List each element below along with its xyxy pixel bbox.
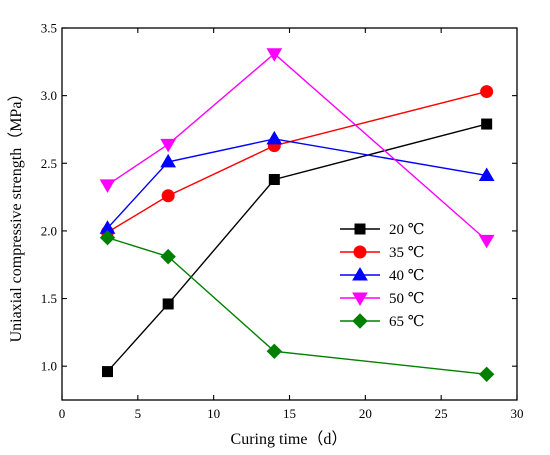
data-point xyxy=(268,174,280,186)
data-point xyxy=(160,138,177,153)
x-tick-label: 20 xyxy=(359,406,372,421)
series-line xyxy=(107,237,487,375)
legend-marker xyxy=(354,223,366,235)
data-point xyxy=(478,167,495,181)
data-point xyxy=(478,366,495,383)
y-tick-label: 2.5 xyxy=(41,156,57,171)
series-line xyxy=(106,138,487,229)
y-tick-label: 1.0 xyxy=(41,359,57,374)
legend-item: 40 ℃ xyxy=(340,267,425,284)
ticks: 0 5 10 15 20 25 30 1.0 1.5 2.0 2.5 3.0 3.5 xyxy=(41,21,524,422)
data-point xyxy=(266,48,283,62)
data-point xyxy=(478,234,495,249)
legend-label: 20 ℃ xyxy=(389,222,425,238)
data-point xyxy=(480,85,494,99)
series-1 xyxy=(101,85,494,239)
data-point xyxy=(99,229,116,246)
legend-item: 50 ℃ xyxy=(340,291,425,307)
series-3 xyxy=(99,48,495,249)
plot-frame xyxy=(61,27,518,401)
data-point xyxy=(99,179,116,193)
x-tick-label: 5 xyxy=(135,406,142,421)
series-line xyxy=(107,52,488,241)
y-tick-label: 3.0 xyxy=(41,88,57,103)
data-point xyxy=(161,189,175,203)
data-point xyxy=(160,248,176,265)
data-point xyxy=(481,118,493,130)
legend-marker xyxy=(352,292,368,306)
legend-label: 65 ℃ xyxy=(389,314,425,330)
legend: 20 ℃ 35 ℃ 40 ℃ 50 ℃ 65 ℃ xyxy=(340,222,425,330)
legend-item: 65 ℃ xyxy=(340,313,425,330)
data-point xyxy=(102,366,113,378)
y-tick-label: 3.5 xyxy=(41,21,57,36)
x-tick-label: 0 xyxy=(59,406,66,421)
legend-item: 35 ℃ xyxy=(340,245,425,261)
data-point xyxy=(266,130,283,145)
series-line xyxy=(107,90,487,233)
data-point xyxy=(266,343,283,360)
x-tick-label: 10 xyxy=(207,406,220,421)
legend-marker xyxy=(353,245,367,259)
series-layer xyxy=(99,48,495,383)
x-axis-title: Curing time（d） xyxy=(231,430,348,448)
y-tick-label: 1.5 xyxy=(41,291,57,306)
legend-marker xyxy=(352,267,368,281)
y-tick-label: 2.0 xyxy=(41,223,57,238)
x-tick-label: 25 xyxy=(435,406,448,421)
y-axis-title: Uniaxial compressive strength（MPa） xyxy=(7,86,25,343)
series-2 xyxy=(99,130,495,234)
x-tick-label: 15 xyxy=(283,406,296,421)
legend-label: 40 ℃ xyxy=(389,268,425,284)
series-4 xyxy=(99,229,495,383)
data-point xyxy=(160,153,177,168)
axes xyxy=(61,27,518,401)
legend-marker xyxy=(352,313,368,329)
series-line xyxy=(106,123,487,373)
data-point xyxy=(162,298,174,310)
legend-label: 50 ℃ xyxy=(389,291,425,307)
legend-item: 20 ℃ xyxy=(340,222,425,238)
x-tick-label: 30 xyxy=(511,406,524,421)
legend-label: 35 ℃ xyxy=(389,245,425,261)
series-0 xyxy=(102,118,493,378)
